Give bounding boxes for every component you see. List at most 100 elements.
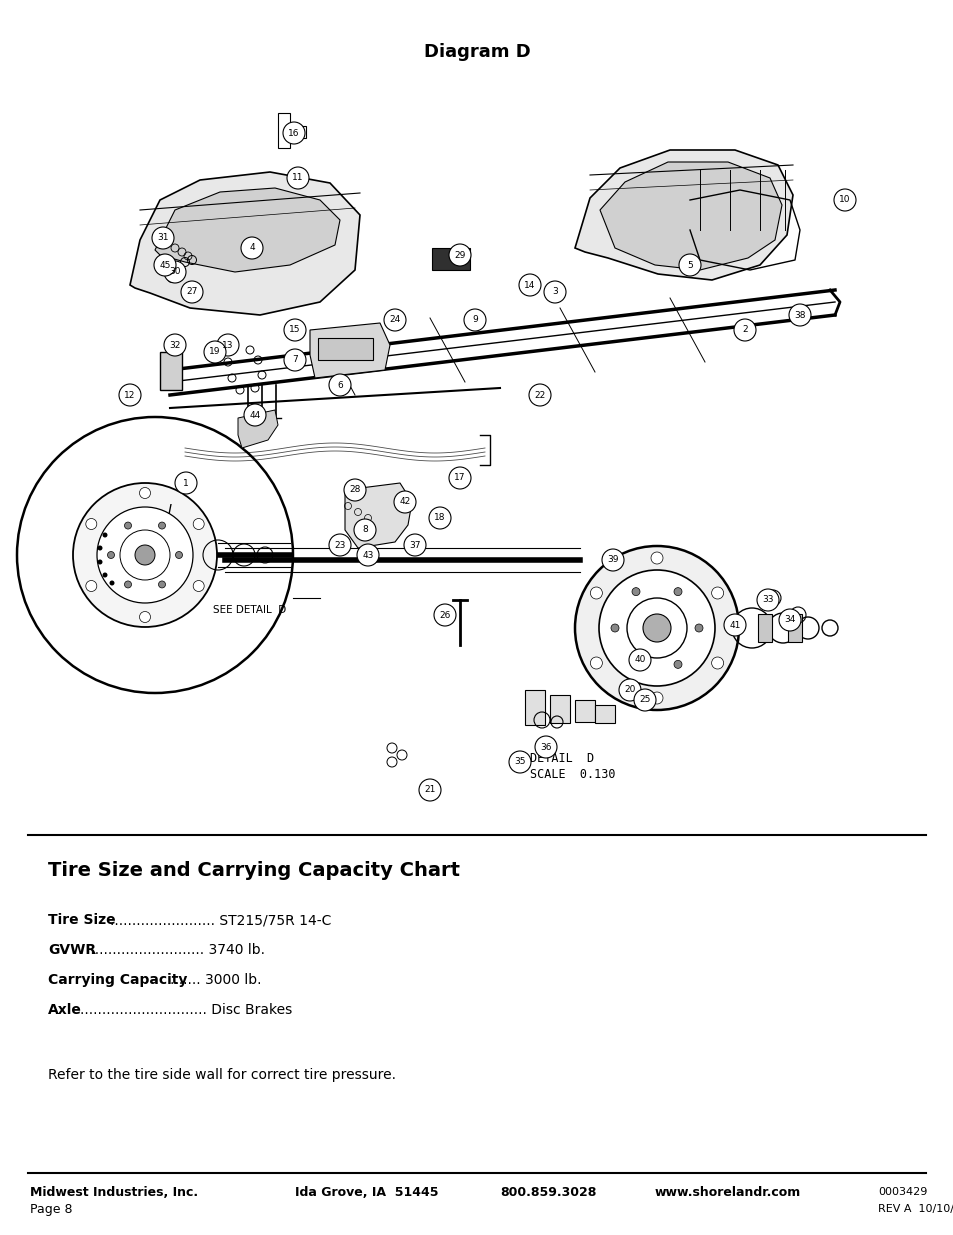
Circle shape — [634, 689, 656, 711]
Circle shape — [158, 522, 165, 529]
Text: 20: 20 — [623, 685, 635, 694]
Circle shape — [673, 588, 681, 595]
Circle shape — [628, 650, 650, 671]
Text: www.shorelandr.com: www.shorelandr.com — [655, 1186, 801, 1198]
FancyBboxPatch shape — [160, 352, 182, 390]
Text: 28: 28 — [349, 485, 360, 494]
Text: SEE DETAIL  D: SEE DETAIL D — [213, 605, 286, 615]
Circle shape — [543, 282, 565, 303]
Circle shape — [779, 609, 801, 631]
Polygon shape — [237, 410, 277, 448]
Circle shape — [204, 341, 226, 363]
FancyBboxPatch shape — [758, 614, 771, 642]
Text: 42: 42 — [399, 498, 410, 506]
Text: SCALE  0.130: SCALE 0.130 — [530, 768, 615, 782]
Circle shape — [135, 545, 154, 564]
Polygon shape — [575, 149, 792, 280]
Circle shape — [529, 384, 551, 406]
Text: 4: 4 — [249, 243, 254, 252]
Text: 36: 36 — [539, 742, 551, 752]
Circle shape — [733, 319, 755, 341]
Circle shape — [598, 571, 714, 685]
Text: 5: 5 — [686, 261, 692, 269]
Text: ............................. Disc Brakes: ............................. Disc Brake… — [80, 1003, 292, 1016]
Circle shape — [174, 472, 196, 494]
Text: 43: 43 — [362, 551, 374, 559]
Text: 45: 45 — [159, 261, 171, 269]
Circle shape — [590, 587, 601, 599]
Text: ........................ ST215/75R 14-C: ........................ ST215/75R 14-C — [110, 913, 331, 927]
Circle shape — [193, 580, 204, 592]
Circle shape — [449, 467, 471, 489]
FancyBboxPatch shape — [595, 705, 615, 722]
Circle shape — [139, 611, 151, 622]
Circle shape — [102, 573, 108, 578]
Circle shape — [434, 604, 456, 626]
Circle shape — [97, 508, 193, 603]
Text: 11: 11 — [292, 173, 303, 183]
Circle shape — [125, 522, 132, 529]
Circle shape — [97, 546, 102, 551]
Circle shape — [535, 736, 557, 758]
Circle shape — [518, 274, 540, 296]
Text: 40: 40 — [634, 656, 645, 664]
Circle shape — [610, 624, 618, 632]
Circle shape — [329, 534, 351, 556]
Text: I: I — [168, 503, 172, 517]
Text: 9: 9 — [472, 315, 477, 325]
Circle shape — [679, 254, 700, 275]
Circle shape — [354, 519, 375, 541]
Circle shape — [86, 580, 96, 592]
Text: 21: 21 — [424, 785, 436, 794]
Text: 10: 10 — [839, 195, 850, 205]
FancyBboxPatch shape — [550, 695, 569, 722]
Circle shape — [788, 304, 810, 326]
Circle shape — [601, 550, 623, 571]
Circle shape — [181, 282, 203, 303]
Circle shape — [284, 319, 306, 341]
Text: 37: 37 — [409, 541, 420, 550]
Circle shape — [158, 580, 165, 588]
Text: Tire Size: Tire Size — [48, 913, 115, 927]
FancyBboxPatch shape — [432, 248, 470, 270]
Text: 3: 3 — [552, 288, 558, 296]
Text: 34: 34 — [783, 615, 795, 625]
Text: Page 8: Page 8 — [30, 1203, 72, 1215]
Circle shape — [618, 679, 640, 701]
Circle shape — [723, 614, 745, 636]
Polygon shape — [345, 483, 412, 548]
Circle shape — [418, 779, 440, 802]
Circle shape — [429, 508, 451, 529]
Circle shape — [344, 479, 366, 501]
Circle shape — [590, 657, 601, 669]
Text: 15: 15 — [289, 326, 300, 335]
Circle shape — [164, 333, 186, 356]
Polygon shape — [310, 324, 390, 378]
Text: 18: 18 — [434, 514, 445, 522]
Circle shape — [509, 751, 531, 773]
Circle shape — [711, 587, 723, 599]
Text: 19: 19 — [209, 347, 220, 357]
Circle shape — [650, 552, 662, 564]
FancyBboxPatch shape — [524, 690, 544, 725]
Circle shape — [175, 552, 182, 558]
Text: 16: 16 — [288, 128, 299, 137]
Circle shape — [284, 350, 306, 370]
Polygon shape — [599, 162, 781, 270]
Text: 38: 38 — [794, 310, 805, 320]
Text: Tire Size and Carrying Capacity Chart: Tire Size and Carrying Capacity Chart — [48, 861, 459, 879]
Text: 44: 44 — [249, 410, 260, 420]
Circle shape — [449, 245, 471, 266]
Circle shape — [86, 519, 96, 530]
Circle shape — [152, 227, 173, 249]
Circle shape — [695, 624, 702, 632]
Text: 23: 23 — [334, 541, 345, 550]
Text: 14: 14 — [524, 280, 536, 289]
Text: 8: 8 — [362, 526, 368, 535]
Circle shape — [575, 546, 739, 710]
Text: 33: 33 — [761, 595, 773, 604]
Circle shape — [125, 580, 132, 588]
Circle shape — [164, 261, 186, 283]
Circle shape — [110, 580, 114, 585]
Circle shape — [673, 661, 681, 668]
